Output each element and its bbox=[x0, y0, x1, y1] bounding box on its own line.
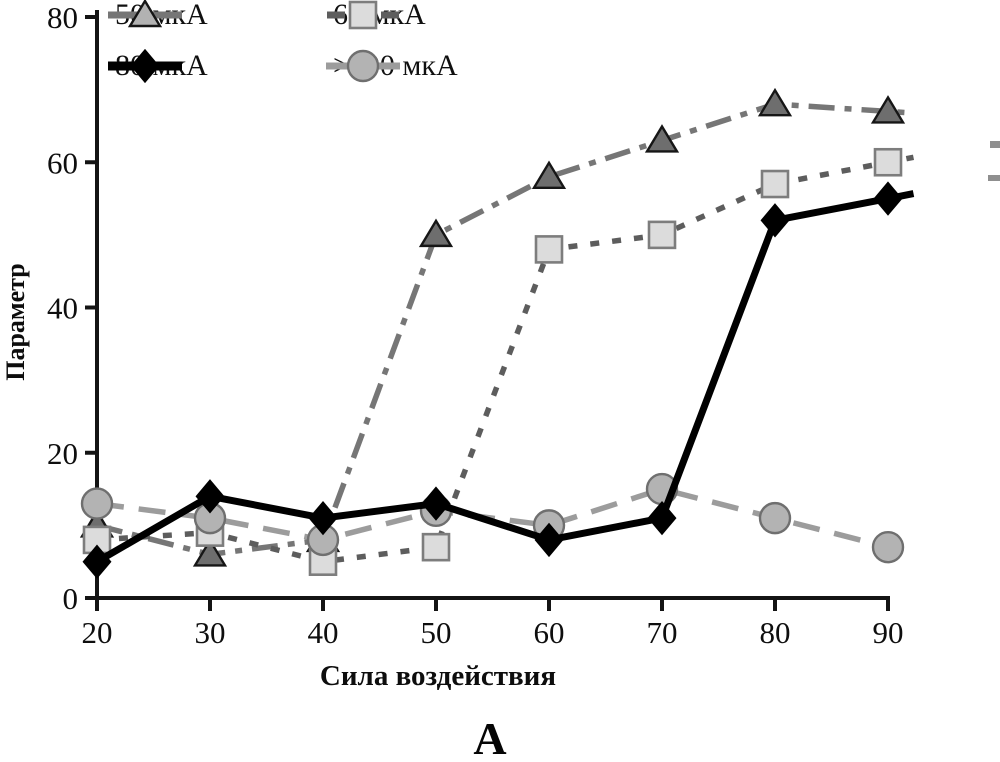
circle-marker-icon bbox=[871, 530, 905, 564]
square-marker-icon bbox=[873, 147, 903, 177]
square-marker-icon bbox=[534, 235, 564, 264]
x-tick-label: 80 bbox=[760, 615, 791, 650]
x-tick-label: 90 bbox=[873, 615, 904, 650]
triangle-marker-icon bbox=[644, 124, 680, 153]
diamond-marker-icon bbox=[195, 479, 225, 514]
x-tick-label: 30 bbox=[195, 615, 226, 650]
edge-artifact bbox=[988, 175, 1000, 181]
series-line-circle bbox=[96, 486, 914, 557]
x-tick-label: 40 bbox=[308, 615, 339, 650]
y-tick-label: 60 bbox=[47, 145, 78, 180]
panel-label: А bbox=[473, 713, 507, 762]
x-tick-label: 60 bbox=[534, 615, 565, 650]
y-tick-label: 0 bbox=[63, 581, 79, 616]
y-axis-title: Параметр bbox=[1, 263, 30, 381]
triangle-marker-icon bbox=[127, 0, 163, 28]
legend-label: 60 мкА bbox=[333, 0, 426, 31]
chart-legend: 50 мкА 60 мкА 80 мкА >100 мкА bbox=[0, 0, 1000, 100]
circle-marker-icon bbox=[758, 501, 792, 535]
diamond-marker-icon bbox=[647, 500, 677, 536]
diamond-marker-icon bbox=[130, 49, 160, 83]
legend-item-80mka: 80 мкА bbox=[106, 49, 208, 83]
circle-marker-icon bbox=[80, 487, 114, 520]
square-marker-icon bbox=[760, 169, 790, 199]
y-tick-label: 40 bbox=[47, 291, 78, 326]
diamond-marker-icon bbox=[308, 500, 338, 536]
diamond-marker-icon bbox=[760, 203, 790, 238]
x-tick-label: 70 bbox=[647, 615, 678, 650]
series-line-triangle bbox=[96, 101, 915, 558]
circle-marker-icon bbox=[346, 49, 380, 83]
edge-artifact bbox=[990, 141, 1000, 148]
triangle-marker-icon bbox=[418, 218, 454, 248]
diamond-marker-icon bbox=[534, 522, 564, 558]
square-marker-icon bbox=[647, 220, 677, 250]
legend-item-50mka: 50 мкА bbox=[106, 0, 208, 32]
y-tick-label: 20 bbox=[47, 436, 78, 471]
x-axis-title: Сила воздействия bbox=[319, 660, 557, 692]
x-tick-label: 50 bbox=[421, 615, 452, 650]
triangle-marker-icon bbox=[192, 538, 228, 567]
y-tick-label: 80 bbox=[47, 0, 78, 35]
square-marker-icon bbox=[421, 532, 451, 562]
square-marker-icon bbox=[348, 0, 378, 30]
legend-item-100mka: >100 мкА bbox=[324, 49, 458, 83]
x-tick-label: 20 bbox=[82, 615, 113, 650]
diamond-marker-icon bbox=[82, 544, 112, 579]
triangle-marker-icon bbox=[870, 95, 906, 124]
triangle-marker-icon bbox=[757, 87, 793, 117]
diamond-marker-icon bbox=[421, 486, 451, 521]
legend-item-60mka: 60 мкА bbox=[324, 0, 426, 32]
triangle-marker-icon bbox=[531, 160, 567, 189]
diamond-marker-icon bbox=[873, 181, 903, 216]
